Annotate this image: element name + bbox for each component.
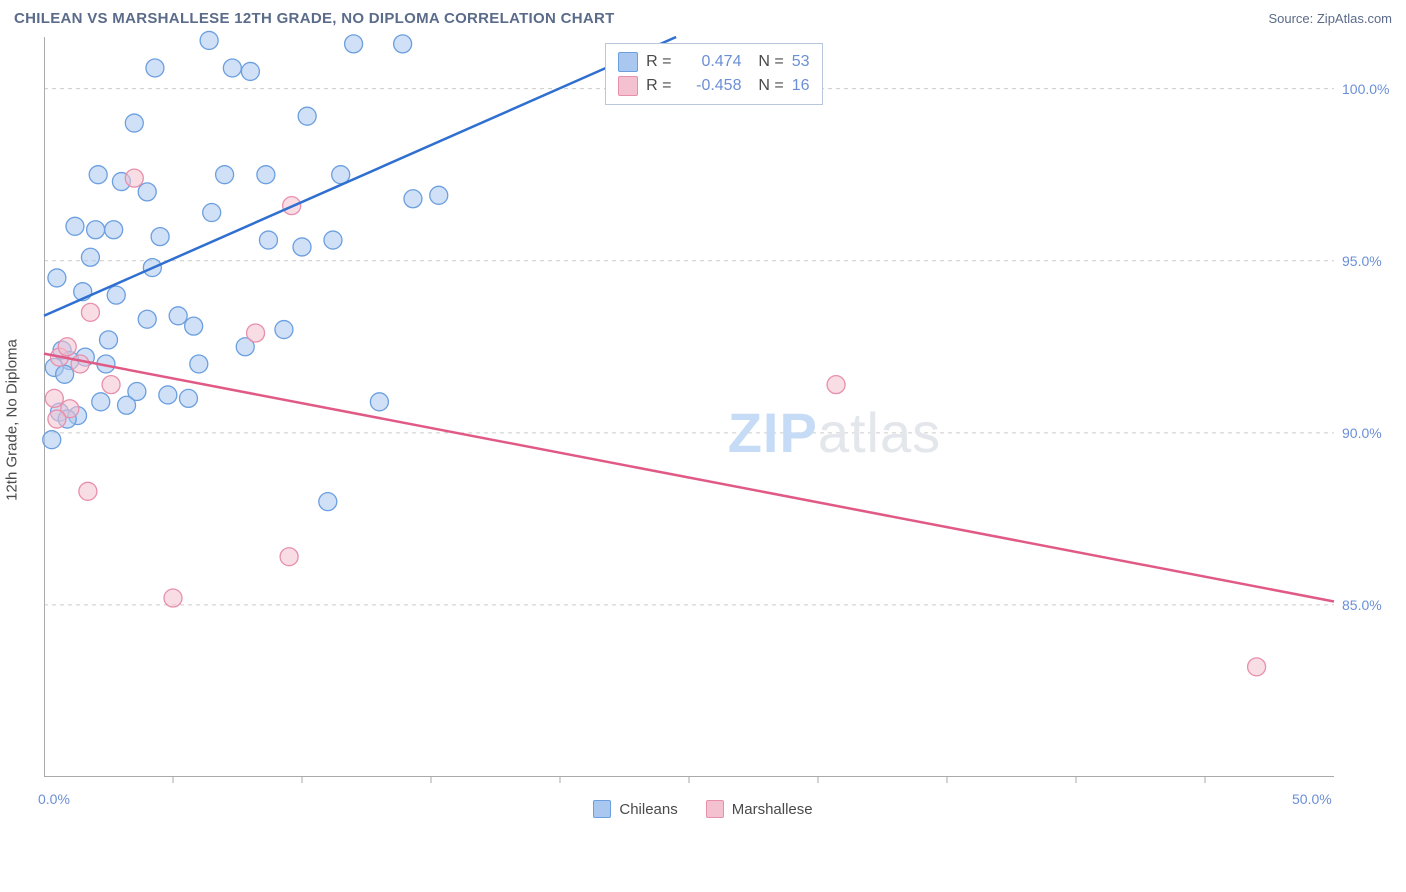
chart-container: 100.0%95.0%90.0%85.0% 0.0%50.0% R = 0.47…: [44, 37, 1392, 782]
source-attribution: Source: ZipAtlas.com: [1268, 11, 1392, 26]
y-tick-label: 90.0%: [1342, 425, 1382, 441]
y-tick-label: 95.0%: [1342, 253, 1382, 269]
x-tick-label: 0.0%: [38, 791, 70, 807]
correlation-legend: R = 0.474 N = 53R = -0.458 N = 16: [605, 43, 822, 105]
y-tick-label: 85.0%: [1342, 597, 1382, 613]
y-tick-label: 100.0%: [1342, 81, 1389, 97]
correlation-row: R = -0.458 N = 16: [618, 74, 809, 98]
y-axis-label: 12th Grade, No Diploma: [4, 339, 21, 501]
legend-label: Marshallese: [732, 801, 813, 818]
swatch-icon: [618, 52, 638, 72]
swatch-icon: [618, 76, 638, 96]
swatch-icon: [593, 800, 611, 818]
swatch-icon: [706, 800, 724, 818]
chart-title: CHILEAN VS MARSHALLESE 12TH GRADE, NO DI…: [14, 10, 615, 27]
series-legend: Chileans Marshallese: [0, 800, 1406, 818]
legend-item-marshallese: Marshallese: [706, 800, 813, 818]
legend-label: Chileans: [619, 801, 677, 818]
legend-item-chileans: Chileans: [593, 800, 677, 818]
scatter-plot: [44, 37, 1334, 777]
correlation-row: R = 0.474 N = 53: [618, 50, 809, 74]
x-tick-label: 50.0%: [1292, 791, 1332, 807]
